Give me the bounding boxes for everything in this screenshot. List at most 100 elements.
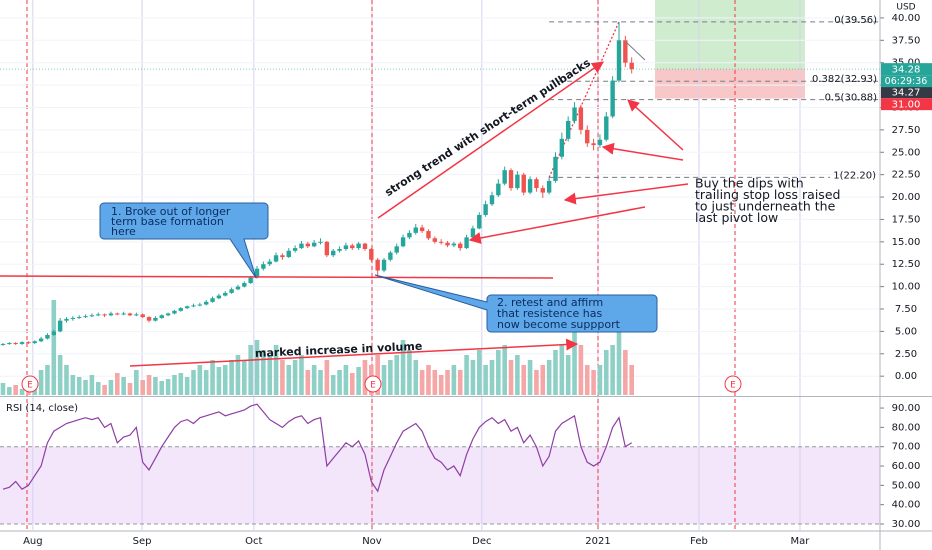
volume-bar xyxy=(375,355,380,395)
candle-body xyxy=(235,286,241,290)
price-tag xyxy=(881,98,932,111)
rsi-title: RSI (14, close) xyxy=(6,403,78,414)
volume-bar xyxy=(610,345,615,395)
y-tick-label: 15.00 xyxy=(892,237,921,248)
volume-bar xyxy=(0,383,6,395)
price-tag-label: 34.27 xyxy=(892,88,921,99)
candle-body xyxy=(0,343,6,345)
candle-body xyxy=(515,174,520,189)
candle-body xyxy=(375,259,380,271)
candle-body xyxy=(394,246,399,253)
volume-bar xyxy=(248,345,253,395)
volume-bar xyxy=(546,360,552,395)
candle-body xyxy=(153,317,158,321)
volume-bar xyxy=(64,365,69,395)
volume-bar xyxy=(267,355,273,395)
event-marker xyxy=(364,375,382,393)
event-marker xyxy=(724,375,742,393)
y-tick-label: 40.00 xyxy=(892,13,921,24)
candle-body xyxy=(616,40,622,81)
volume-bar xyxy=(388,360,393,395)
volume-bar xyxy=(349,373,355,395)
candle-body xyxy=(451,243,457,246)
volume-bar xyxy=(591,370,596,395)
candle-body xyxy=(299,243,304,249)
volume-bar xyxy=(597,365,603,395)
candle-body xyxy=(172,310,177,314)
candle-body xyxy=(407,232,412,238)
candle-body xyxy=(292,248,298,251)
candle-body xyxy=(64,318,69,321)
candle-body xyxy=(286,250,291,258)
candle-body xyxy=(572,107,577,121)
candle-body xyxy=(223,292,228,296)
volume-bar xyxy=(521,365,527,395)
price-tag xyxy=(881,63,932,76)
event-label: E xyxy=(27,381,33,391)
drawn-line xyxy=(625,41,646,61)
candle-body xyxy=(7,343,12,345)
dip-note: trailing stop loss raised xyxy=(695,187,840,202)
volume-bar xyxy=(330,375,336,395)
candle-body xyxy=(362,243,368,250)
candle-body xyxy=(89,315,95,317)
volume-bar xyxy=(534,370,539,395)
candle-body xyxy=(229,289,234,293)
rsi-band xyxy=(0,446,880,525)
marks-layer xyxy=(0,21,880,493)
currency-label: USD xyxy=(896,3,915,13)
candle-body xyxy=(604,116,609,140)
rsi-line xyxy=(2,403,633,493)
dip-note: to just underneath the xyxy=(695,199,836,214)
candle-body xyxy=(356,243,361,249)
volume-bar xyxy=(222,365,228,395)
candle-body xyxy=(578,107,584,130)
volume-bar xyxy=(464,355,469,395)
volume-bar xyxy=(146,375,152,395)
candle-body xyxy=(350,245,355,249)
candle-body xyxy=(432,238,438,242)
candle-body xyxy=(521,174,526,193)
price-tag-label: 31.00 xyxy=(892,100,921,111)
volume-bar xyxy=(254,340,260,395)
volume-bar xyxy=(457,370,463,395)
candle-body xyxy=(311,242,317,247)
volume-bar xyxy=(210,360,215,395)
candle-body xyxy=(159,315,164,318)
volume-bar xyxy=(432,370,438,395)
rsi-tick-label: 90.00 xyxy=(892,403,921,414)
candle-body xyxy=(413,227,418,233)
volume-bar xyxy=(438,375,444,395)
volume-bar xyxy=(394,355,400,395)
y-tick-label: 25.00 xyxy=(892,147,921,158)
candle-body xyxy=(610,80,615,117)
candle-body xyxy=(565,120,571,139)
rsi-tick-label: 40.00 xyxy=(892,500,921,511)
volume-bar xyxy=(502,345,507,395)
volume-bar xyxy=(419,370,425,395)
candle-body xyxy=(331,250,336,256)
y-tick-label: 22.50 xyxy=(892,170,921,181)
volume-bar xyxy=(102,385,107,395)
volume-bar xyxy=(572,330,577,395)
volume-bar xyxy=(400,340,406,395)
candle-body xyxy=(483,204,488,215)
callout-box xyxy=(374,274,658,333)
x-tick-label: Dec xyxy=(472,536,491,547)
volume-bar xyxy=(229,360,234,395)
candle-body xyxy=(502,170,507,184)
volume-bar xyxy=(305,370,311,395)
volume-bar xyxy=(311,365,317,395)
volume-bar xyxy=(489,360,495,395)
dip-arrow xyxy=(468,206,646,244)
callout-text: 1. Broke out of longer xyxy=(111,205,231,218)
candle-body xyxy=(508,170,514,189)
candle-body xyxy=(197,304,203,306)
volume-bar xyxy=(496,350,501,395)
countdown-tag xyxy=(881,75,932,88)
x-tick-label: Mar xyxy=(791,536,811,547)
volume-bar xyxy=(45,365,50,395)
volume-bar xyxy=(318,370,323,395)
candle-body xyxy=(629,62,634,70)
volume-bar xyxy=(121,377,126,395)
